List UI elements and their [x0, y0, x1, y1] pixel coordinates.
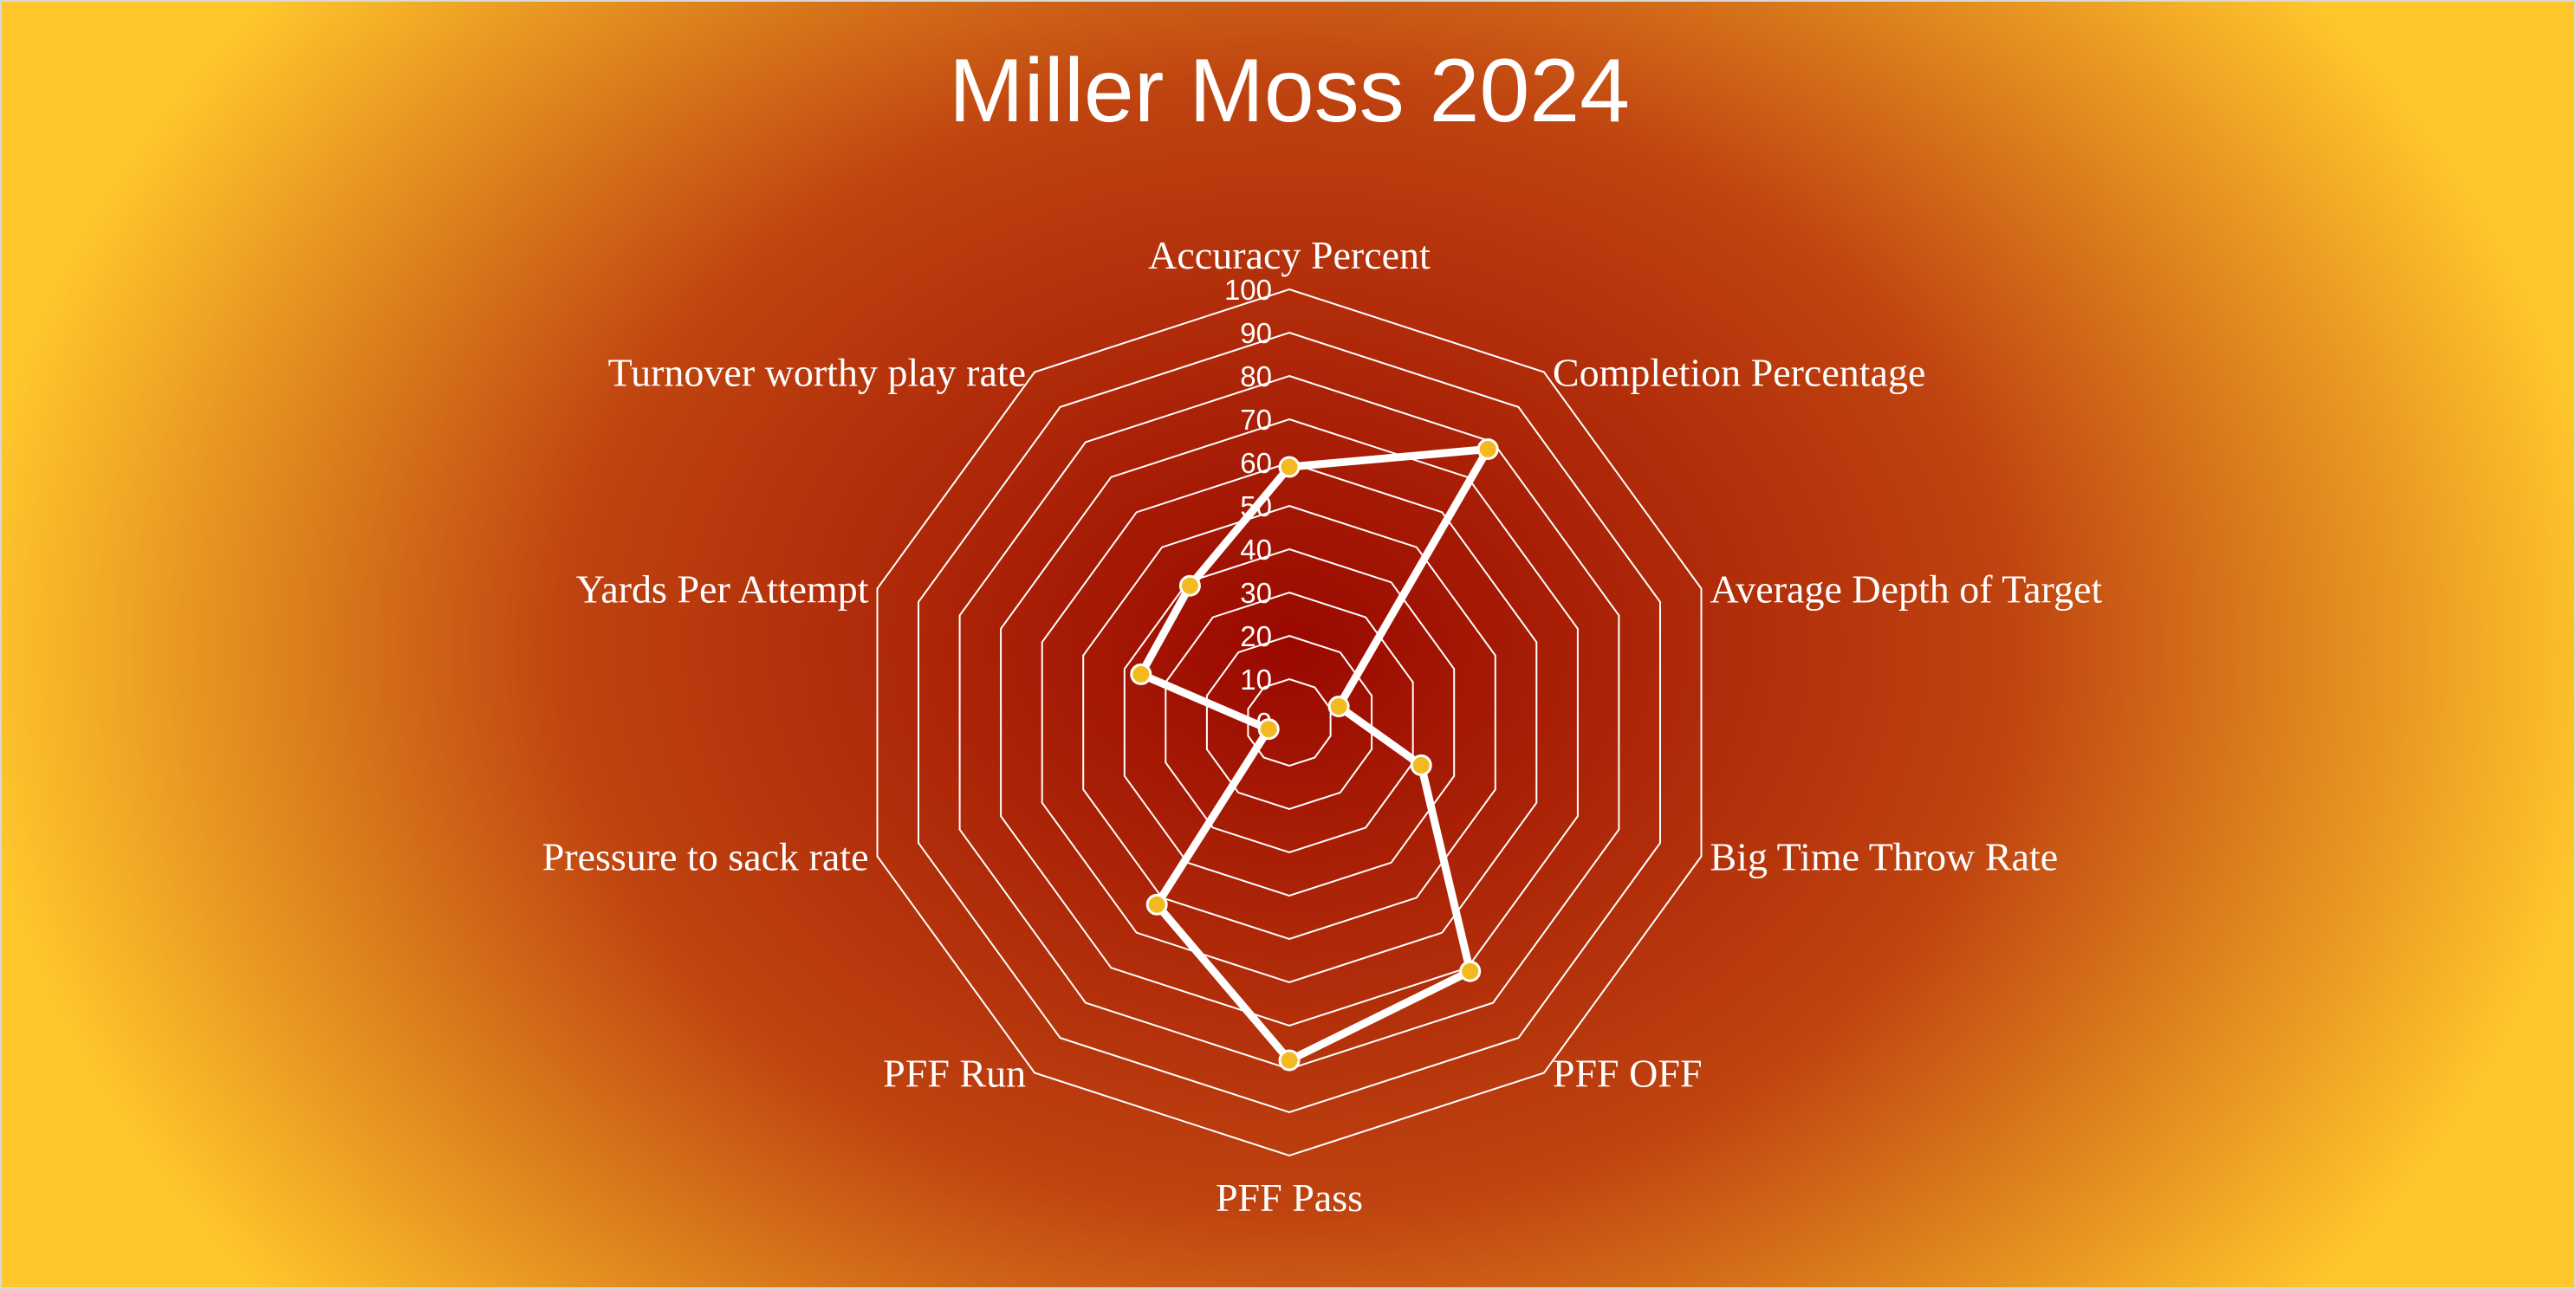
data-point — [1476, 438, 1499, 460]
data-point — [1257, 718, 1280, 741]
tick-label: 40 — [1240, 534, 1272, 566]
tick-label: 10 — [1240, 664, 1272, 696]
series — [1130, 438, 1499, 1072]
axis-label: Completion Percentage — [1553, 351, 1925, 395]
data-point — [1178, 574, 1201, 597]
data-point — [1130, 663, 1152, 685]
axis-label: Average Depth of Target — [1710, 567, 2103, 612]
grid-ring — [1000, 418, 1579, 1027]
axis-label: Pressure to sack rate — [542, 835, 869, 879]
data-point — [1327, 696, 1350, 717]
axis-label: PFF Run — [883, 1052, 1026, 1096]
axis-label: Turnover worthy play rate — [608, 351, 1026, 395]
axis-label: Big Time Throw Rate — [1710, 835, 2059, 879]
tick-label: 20 — [1240, 620, 1272, 652]
tick-label: 70 — [1240, 404, 1272, 436]
tick-label: 30 — [1240, 577, 1272, 609]
grid-ring — [1123, 547, 1456, 897]
grid-ring — [1082, 504, 1496, 941]
chart-title: Miller Moss 2024 — [949, 41, 1630, 141]
grid-ring — [876, 288, 1703, 1157]
axis-label: Yards Per Attempt — [576, 567, 869, 612]
axis-labels: Accuracy Percent Completion Percentage Ave… — [542, 233, 2103, 1220]
grid-ring — [1165, 591, 1414, 854]
data-point — [1410, 754, 1432, 776]
grid-ring — [918, 331, 1661, 1114]
axis-label: PFF OFF — [1553, 1052, 1703, 1096]
data-point — [1145, 893, 1168, 916]
tick-label: 80 — [1240, 360, 1272, 392]
grid-ring — [1041, 461, 1538, 984]
tick-label: 90 — [1240, 317, 1272, 349]
grid-ring — [1205, 634, 1373, 811]
data-point — [1459, 960, 1482, 982]
tick-labels: 0102030405060708090100 — [1224, 274, 1272, 739]
tick-label: 60 — [1240, 447, 1272, 479]
axis-label: Accuracy Percent — [1148, 233, 1431, 277]
grid-ring — [1247, 677, 1332, 768]
axis-label: PFF Pass — [1216, 1176, 1363, 1220]
tick-label: 100 — [1224, 274, 1272, 306]
data-point — [1278, 456, 1301, 478]
grid — [876, 288, 1703, 1157]
data-point — [1278, 1049, 1301, 1072]
